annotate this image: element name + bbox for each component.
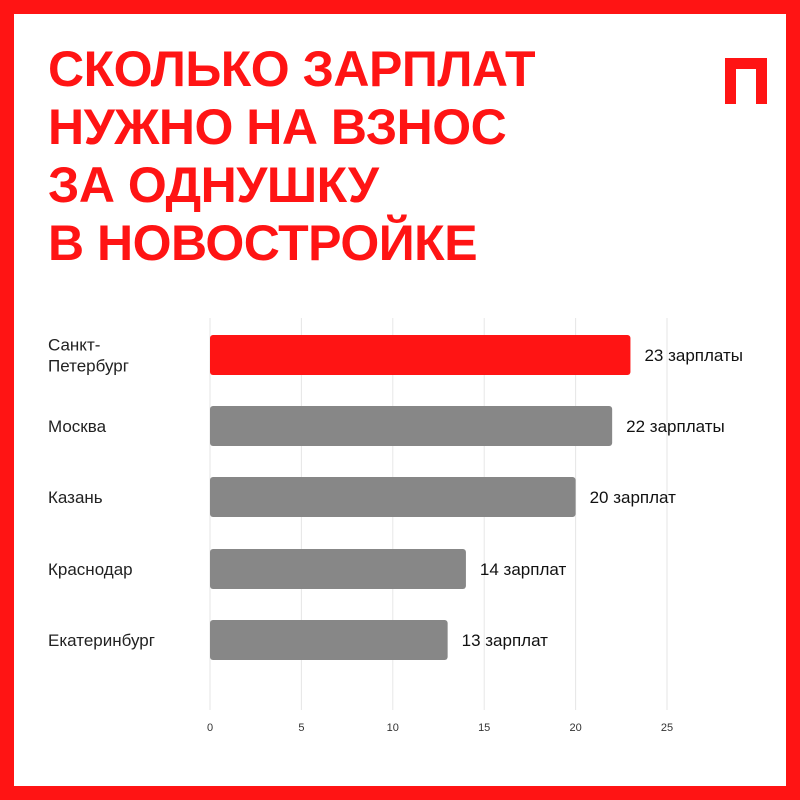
bar — [210, 477, 576, 517]
x-tick-label: 5 — [298, 722, 304, 734]
page-title: СКОЛЬКО ЗАРПЛАТ НУЖНО НА ВЗНОС ЗА ОДНУШК… — [48, 40, 536, 272]
x-tick-label: 10 — [387, 722, 399, 734]
bar — [210, 406, 613, 446]
category-label-line: Москва — [48, 417, 107, 436]
value-label: 22 зарплаты — [626, 417, 725, 436]
x-tick-label: 0 — [207, 722, 213, 734]
title-line: ЗА ОДНУШКУ — [48, 157, 379, 213]
bar — [210, 335, 631, 375]
category-label-line: Санкт- — [48, 336, 100, 355]
value-label: 20 зарплат — [590, 488, 677, 507]
category-label: Казань — [48, 488, 103, 507]
value-label: 23 зарплаты — [644, 346, 743, 365]
category-label-line: Казань — [48, 488, 103, 507]
category-label: Краснодар — [48, 560, 133, 579]
title-line: В НОВОСТРОЙКЕ — [48, 215, 478, 271]
category-label-line: Краснодар — [48, 560, 133, 579]
value-label: 13 зарплат — [462, 631, 549, 650]
category-label-line: Екатеринбург — [48, 631, 155, 650]
bar — [210, 620, 448, 660]
category-label: Москва — [48, 417, 107, 436]
x-tick-label: 25 — [661, 722, 673, 734]
category-label-line: Петербург — [48, 357, 129, 376]
x-tick-label: 15 — [478, 722, 490, 734]
x-tick-label: 20 — [569, 722, 581, 734]
category-label: Санкт- Петербург — [48, 336, 129, 376]
title-line: СКОЛЬКО ЗАРПЛАТ — [48, 41, 536, 97]
category-label: Екатеринбург — [48, 631, 155, 650]
title-line: НУЖНО НА ВЗНОС — [48, 99, 507, 155]
brand-logo — [725, 58, 767, 104]
bar — [210, 549, 466, 589]
value-label: 14 зарплат — [480, 560, 567, 579]
